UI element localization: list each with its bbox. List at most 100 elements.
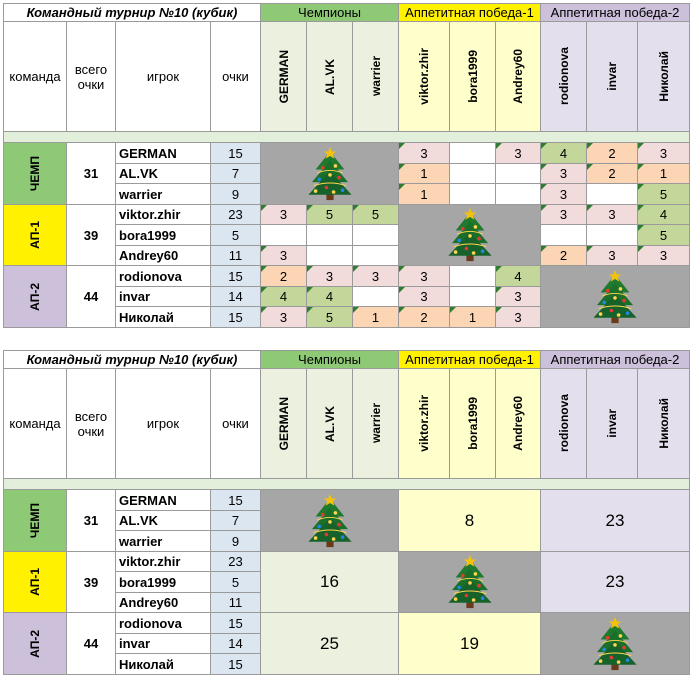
group-header-2: Аппетитная победа-2 [540,350,690,369]
col-header-player: игрок [115,21,211,132]
team-name: АП-2 [3,265,67,328]
score-cell: 1 [449,306,496,328]
player-points-text: 7 [231,166,240,181]
score-cell-text: 4 [279,289,288,304]
score-cell: 4 [637,204,690,225]
score-cell-text: 5 [325,309,334,325]
opponent-header: warrier [352,368,399,479]
group-header-1: Аппетитная победа-1 [398,3,541,22]
score-cell: 1 [637,163,690,184]
score-cell [586,224,638,246]
col-header-team-text: команда [9,416,61,431]
self-block [540,612,690,675]
opponent-header: bora1999 [449,368,496,479]
player-name-text: bora1999 [119,227,177,243]
group-header-2-text: Аппетитная победа-2 [550,352,680,367]
score-cell: 5 [306,306,353,328]
self-block [398,551,541,613]
player-name: invar [115,286,211,307]
score-cell: 1 [398,183,450,205]
christmas-tree-icon [592,616,638,671]
team-total: 31 [66,142,116,205]
player-name-text: invar [119,636,151,651]
christmas-tree-icon [447,207,492,262]
opponent-header-text: rodionova [556,394,571,453]
col-header-team: команда [3,21,67,132]
score-cell-text: 3 [420,268,428,284]
player-points-text: 15 [228,656,243,672]
team-total-text: 39 [83,574,99,590]
opponent-header: Andrey60 [495,368,541,479]
opponent-header-text: GERMAN [276,396,291,451]
player-points-text: 15 [228,268,243,284]
score-cell-text: 1 [420,186,428,202]
opponent-header: GERMAN [260,21,307,132]
team-total: 31 [66,489,116,552]
block-sum-text: 19 [460,633,479,653]
score-cell-text: 1 [468,309,477,325]
opponent-header-text: AL.VK [322,58,337,95]
group-header-0: Чемпионы [260,3,399,22]
score-cell-text: 3 [559,166,568,181]
score-cell [260,224,307,246]
opponent-header: Николай [637,21,690,132]
score-cell-text: 4 [325,289,334,304]
player-name: GERMAN [115,142,211,164]
player-points: 5 [210,224,261,246]
player-name: Andrey60 [115,592,211,613]
opponent-header: rodionova [540,21,587,132]
opponent-header-text: Николай [656,51,671,102]
player-name: rodionova [115,612,211,634]
block-sum: 19 [398,612,541,675]
player-name-text: AL.VK [119,513,158,528]
player-name-text: Николай [119,656,174,672]
score-cell: 2 [398,306,450,328]
group-header-1-text: Аппетитная победа-1 [405,352,534,367]
opponent-header: AL.VK [306,368,353,479]
player-points: 15 [210,612,261,634]
opponent-header-text: Николай [656,398,671,449]
score-cell-text: 3 [514,145,522,161]
player-name: viktor.zhir [115,204,211,225]
player-name-text: Andrey60 [119,595,179,610]
opponent-header-text: invar [605,409,619,438]
player-points: 23 [210,551,261,572]
col-header-player-text: игрок [146,69,180,84]
player-points: 11 [210,592,261,613]
col-header-total: всего очки [66,21,116,132]
player-name: Николай [115,306,211,328]
player-name-text: invar [119,289,151,304]
score-cell: 2 [586,142,638,164]
christmas-tree-icon [307,493,352,548]
player-points-text: 23 [228,207,243,222]
score-cell-text: 2 [420,309,428,325]
score-cell-text: 3 [420,145,428,161]
score-cell: 2 [540,245,587,266]
block-sum-text: 25 [320,633,339,653]
player-points: 15 [210,142,261,164]
score-cell: 3 [260,245,307,266]
team-name: АП-1 [3,204,67,266]
team-total-text: 44 [83,289,99,304]
player-name-text: GERMAN [119,145,177,161]
player-name: AL.VK [115,163,211,184]
team-name: АП-2 [3,612,67,675]
score-cell-text: 3 [608,248,616,263]
score-cell: 4 [495,265,541,287]
score-cell-text: 2 [608,166,616,181]
player-name: warrier [115,183,211,205]
team-name-text: АП-2 [28,282,42,311]
col-header-total-text: всего очки [74,408,108,439]
opponent-header-text: invar [605,62,619,91]
score-cell [449,163,496,184]
group-header-0: Чемпионы [260,350,399,369]
score-cell [352,286,399,307]
player-name: Николай [115,653,211,675]
score-cell-text: 3 [514,309,522,325]
score-cell-text: 5 [659,227,668,243]
score-cell [540,224,587,246]
col-header-points: очки [210,21,261,132]
score-cell: 3 [540,204,587,225]
score-cell-text: 2 [279,268,288,284]
table-title-text: Командный турнир №10 (кубик) [26,5,238,20]
